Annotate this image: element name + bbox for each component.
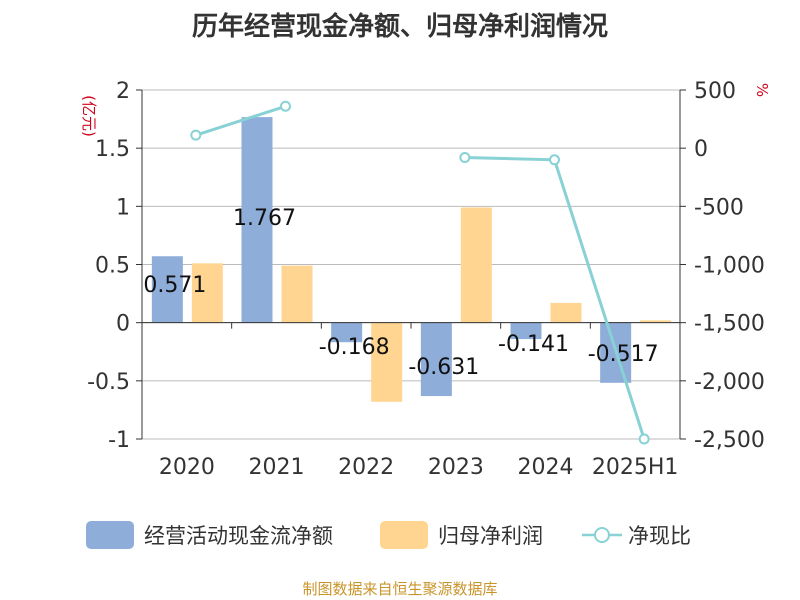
ratio-line-swatch-icon — [582, 527, 622, 543]
ratio-point — [190, 129, 202, 141]
y-right-tick-label: -2,500 — [694, 428, 765, 453]
x-tick-label: 2021 — [249, 455, 305, 480]
chart-legend: 经营活动现金流净额 归母净利润 净现比 — [0, 516, 800, 556]
cash-flow-bar — [510, 322, 542, 340]
y-right-tick-label: -1,500 — [694, 312, 765, 337]
y-left-tick-label: 0.5 — [95, 254, 130, 279]
cash-flow-data-label: -0.141 — [498, 332, 569, 357]
ratio-point — [549, 154, 560, 166]
legend-item-net-profit[interactable]: 归母净利润 — [380, 520, 543, 550]
ratio-point — [638, 433, 650, 445]
net-profit-bar — [191, 263, 223, 323]
x-tick-label: 2025H1 — [592, 455, 679, 480]
cash-flow-data-label: -0.517 — [588, 342, 659, 367]
cash-flow-data-label: -0.168 — [319, 335, 390, 360]
y-right-tick-label: -500 — [694, 195, 744, 220]
y-left-tick-label: 1.5 — [95, 137, 130, 162]
cash-flow-data-label: -0.631 — [408, 355, 479, 380]
net-profit-bar — [371, 322, 403, 402]
net-profit-bar — [281, 265, 313, 323]
net-profit-bar — [550, 302, 582, 323]
y-right-tick-label: -1,000 — [694, 254, 765, 279]
y-left-tick-label: -0.5 — [87, 370, 130, 395]
x-tick-label: 2023 — [428, 455, 484, 480]
cash-flow-bar — [151, 256, 183, 323]
y-left-unit-label: (亿元) — [80, 95, 98, 137]
net-profit-swatch — [380, 521, 428, 549]
x-tick-label: 2024 — [518, 455, 574, 480]
net-profit-bar — [460, 207, 492, 323]
legend-label-cash-flow: 经营活动现金流净额 — [144, 524, 333, 548]
cash-flow-data-label: 0.571 — [143, 273, 206, 298]
net-profit-bar — [640, 320, 672, 323]
cash-flow-swatch — [86, 521, 134, 549]
data-source-note: 制图数据来自恒生聚源数据库 — [302, 580, 498, 598]
chart-title: 历年经营现金净额、归母净利润情况 — [191, 12, 608, 42]
y-left-tick-label: -1 — [108, 428, 130, 453]
y-right-tick-label: 0 — [694, 137, 708, 162]
y-left-tick-label: 2 — [116, 79, 130, 104]
legend-item-cash-flow[interactable]: 经营活动现金流净额 — [86, 520, 333, 550]
legend-label-net-profit: 归母净利润 — [438, 524, 543, 548]
y-left-tick-label: 1 — [116, 195, 130, 220]
legend-item-ratio[interactable]: 净现比 — [582, 520, 691, 550]
ratio-point — [459, 151, 471, 163]
cash-flow-bar — [241, 117, 273, 323]
y-right-unit-label: % — [753, 83, 771, 97]
x-tick-label: 2020 — [159, 455, 215, 480]
legend-label-ratio: 净现比 — [628, 524, 691, 548]
x-tick-label: 2022 — [338, 455, 394, 480]
y-left-tick-label: 0 — [116, 312, 130, 337]
cash-flow-bar — [420, 322, 452, 397]
y-right-tick-label: 500 — [694, 79, 736, 104]
ratio-line-segment — [195, 104, 286, 137]
cash-flow-bar — [331, 322, 363, 343]
ratio-point — [280, 100, 291, 112]
cash-flow-data-label: 1.767 — [233, 206, 296, 231]
y-right-tick-label: -2,000 — [694, 370, 765, 395]
